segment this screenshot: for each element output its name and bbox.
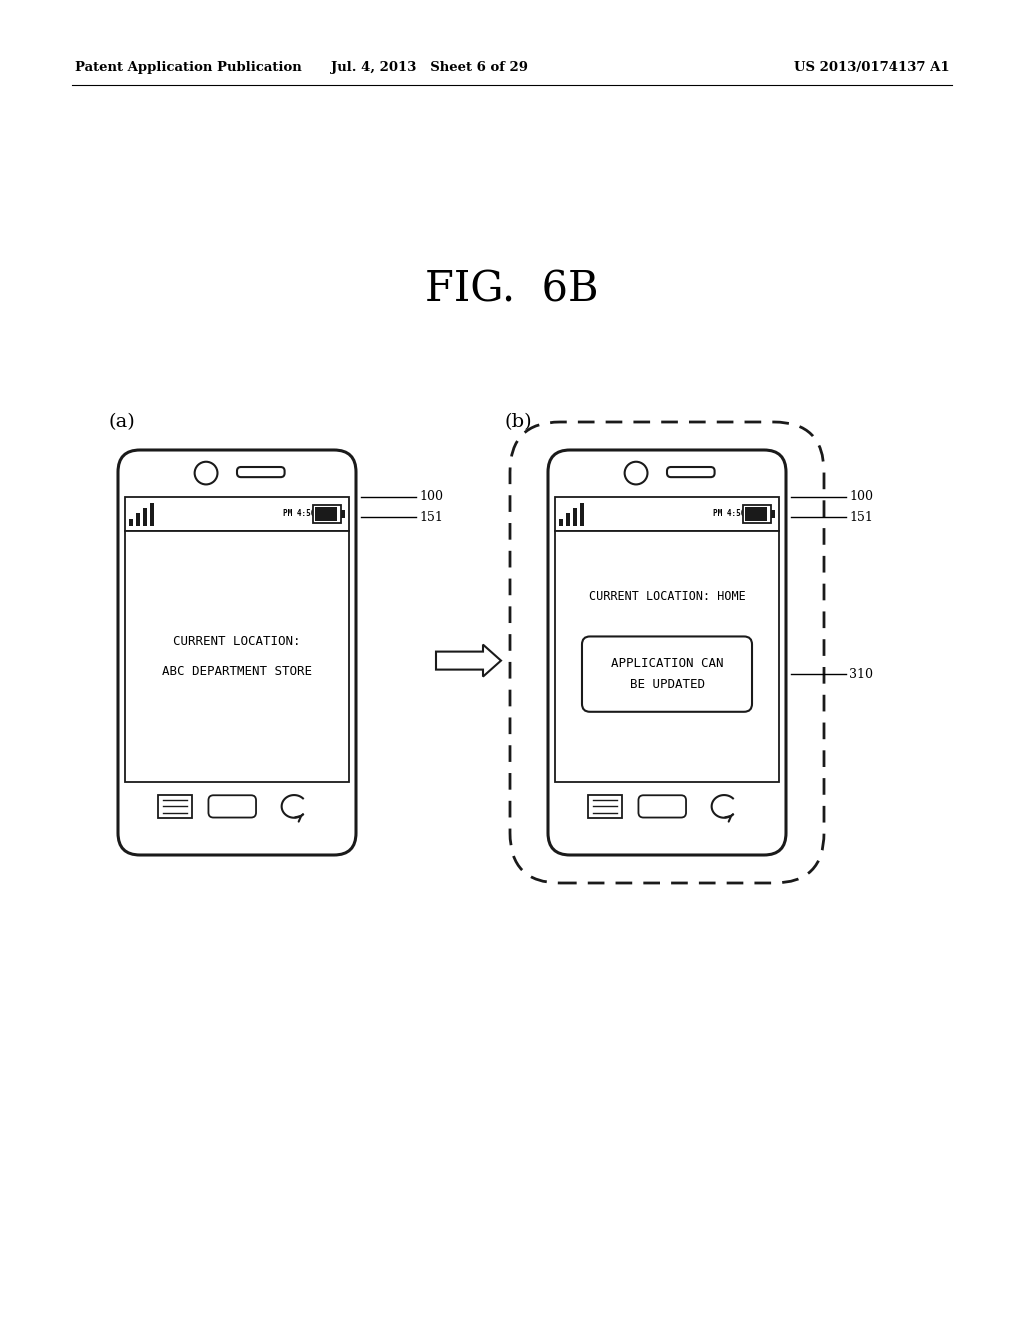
FancyBboxPatch shape (209, 795, 256, 817)
Bar (159, 795, 191, 817)
Text: 310: 310 (849, 668, 873, 681)
Bar (573, 508, 578, 525)
Ellipse shape (625, 462, 647, 484)
FancyArrow shape (436, 644, 501, 677)
Bar (314, 507, 337, 521)
Text: FIG.  6B: FIG. 6B (425, 269, 599, 312)
Text: PM 4:56: PM 4:56 (284, 510, 315, 519)
Bar (341, 510, 345, 517)
FancyBboxPatch shape (237, 467, 285, 477)
Bar (589, 795, 622, 817)
Text: ABC DEPARTMENT STORE: ABC DEPARTMENT STORE (162, 665, 312, 678)
Text: CURRENT LOCATION:: CURRENT LOCATION: (173, 635, 301, 648)
Text: CURRENT LOCATION: HOME: CURRENT LOCATION: HOME (589, 590, 745, 603)
Bar (742, 506, 771, 523)
Text: 151: 151 (419, 511, 442, 524)
FancyBboxPatch shape (582, 636, 752, 711)
Text: Jul. 4, 2013   Sheet 6 of 29: Jul. 4, 2013 Sheet 6 of 29 (332, 62, 528, 74)
Bar (125, 496, 349, 531)
Bar (136, 513, 140, 525)
Bar (143, 508, 147, 525)
Ellipse shape (195, 462, 217, 484)
Text: (a): (a) (108, 413, 135, 432)
Text: APPLICATION CAN: APPLICATION CAN (610, 657, 723, 671)
Text: PM 4:56: PM 4:56 (714, 510, 745, 519)
FancyBboxPatch shape (118, 450, 356, 855)
Text: US 2013/0174137 A1: US 2013/0174137 A1 (795, 62, 950, 74)
Bar (151, 503, 155, 525)
FancyBboxPatch shape (638, 795, 686, 817)
FancyBboxPatch shape (667, 467, 715, 477)
Bar (581, 503, 584, 525)
FancyBboxPatch shape (548, 450, 786, 855)
Text: 100: 100 (419, 490, 443, 503)
Bar (559, 519, 563, 525)
Bar (555, 531, 779, 781)
Bar (744, 507, 767, 521)
Text: Patent Application Publication: Patent Application Publication (75, 62, 302, 74)
Text: (b): (b) (505, 413, 532, 432)
Bar (566, 513, 570, 525)
Bar (125, 531, 349, 781)
Bar (129, 519, 133, 525)
Bar (555, 496, 779, 531)
Text: BE UPDATED: BE UPDATED (630, 678, 705, 692)
Bar (313, 506, 341, 523)
Text: 151: 151 (849, 511, 872, 524)
Text: 100: 100 (849, 490, 873, 503)
Bar (771, 510, 775, 517)
